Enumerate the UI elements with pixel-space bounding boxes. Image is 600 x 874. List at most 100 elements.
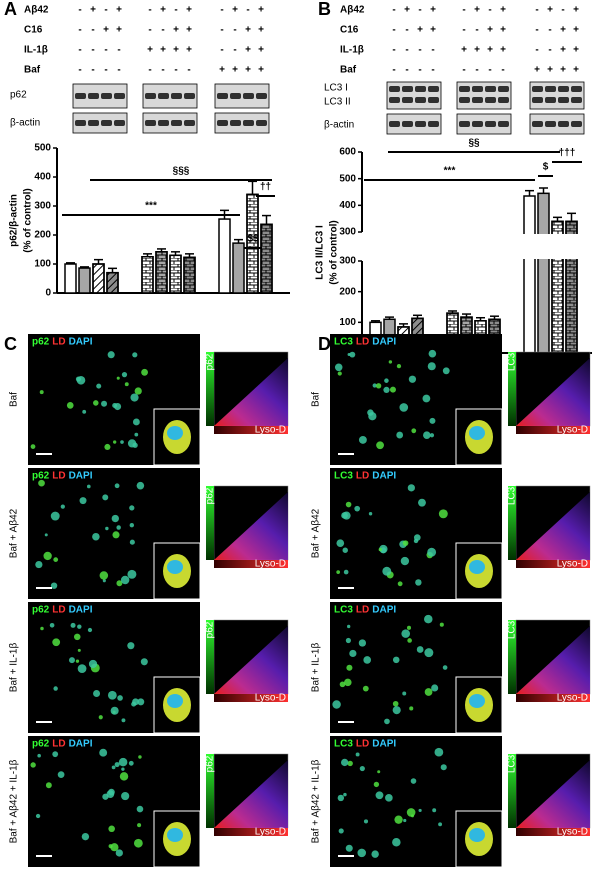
row-label: Baf + Aβ42	[9, 508, 20, 558]
cell	[136, 805, 144, 813]
cell	[342, 547, 348, 553]
cell	[116, 580, 123, 587]
blot-band	[145, 93, 156, 99]
y-axis-label: (% of control)	[23, 188, 34, 252]
cell	[117, 695, 123, 701]
stain-label: LD	[356, 739, 369, 750]
cell	[431, 684, 439, 692]
plot-x-label: Lyso-D	[557, 425, 588, 436]
plot-x-label: Lyso-D	[255, 559, 286, 570]
y-channel-bar	[508, 620, 516, 694]
cell	[68, 657, 75, 664]
stain-label: LD	[356, 605, 369, 616]
cell	[121, 372, 128, 378]
cell	[102, 494, 109, 501]
cell	[50, 511, 60, 521]
cell	[442, 367, 450, 375]
condition-mark: +	[245, 25, 251, 36]
cell	[379, 544, 388, 554]
condition-mark: +	[186, 5, 192, 16]
condition-label: Baf	[24, 65, 41, 76]
condition-mark: -	[392, 25, 395, 36]
bar	[64, 263, 77, 294]
condition-mark: +	[474, 5, 480, 16]
scale-bar	[36, 721, 52, 723]
condition-mark: -	[475, 25, 478, 36]
condition-mark: +	[487, 25, 493, 36]
blot-band	[532, 121, 543, 127]
condition-mark: +	[160, 5, 166, 16]
cell	[389, 386, 396, 393]
cell	[373, 781, 380, 788]
condition-mark: +	[404, 5, 410, 16]
stain-label: DAPI	[69, 337, 93, 348]
cell	[93, 690, 101, 698]
panel-label: D	[318, 334, 331, 354]
stain-label: p62	[32, 739, 50, 750]
scatter-cloud	[516, 760, 590, 828]
stain-label: DAPI	[69, 605, 93, 616]
blot-band	[389, 86, 400, 92]
cell	[418, 498, 426, 507]
plot-x-label: Lyso-D	[557, 693, 588, 704]
condition-mark: -	[392, 65, 395, 76]
condition-mark: +	[258, 5, 264, 16]
significance-label: ††	[260, 182, 271, 193]
stain-label: LD	[52, 739, 65, 750]
cell	[130, 393, 139, 402]
cell	[81, 832, 90, 841]
y-tick-label: 300	[339, 227, 356, 238]
cell	[397, 581, 403, 587]
cell	[337, 794, 345, 802]
cell	[392, 700, 399, 707]
cell	[35, 813, 41, 819]
stain-label: LC3	[334, 605, 353, 616]
cell	[385, 794, 393, 802]
cell	[108, 825, 115, 833]
cell	[140, 658, 148, 666]
cell	[357, 848, 367, 858]
cell	[96, 383, 102, 389]
plot-x-label: Lyso-D	[255, 827, 286, 838]
cell	[52, 751, 59, 758]
condition-mark: +	[560, 45, 566, 56]
condition-mark: -	[418, 65, 421, 76]
cell	[79, 497, 87, 505]
bar-pattern	[106, 271, 119, 294]
cell	[35, 560, 43, 569]
cell	[343, 569, 349, 575]
cell	[43, 551, 52, 561]
inset-nucleus	[167, 828, 183, 842]
plot-x-label: Lyso-D	[255, 693, 286, 704]
condition-mark: -	[104, 45, 107, 56]
blot-band	[459, 97, 470, 103]
cell	[30, 762, 36, 768]
blot-band	[532, 97, 543, 103]
scatter-cloud	[214, 358, 288, 426]
condition-label: C16	[340, 25, 359, 36]
cell	[424, 614, 433, 624]
cell	[424, 688, 433, 696]
condition-mark: +	[116, 25, 122, 36]
y-channel-bar	[508, 754, 516, 828]
y-channel-bar	[508, 352, 516, 426]
cell	[411, 428, 417, 434]
blot-band	[75, 120, 86, 126]
inset-nucleus	[469, 694, 485, 708]
cell	[392, 656, 400, 664]
inset-nucleus	[167, 560, 183, 574]
y-channel-bar	[206, 754, 214, 828]
condition-mark: -	[148, 25, 151, 36]
cell	[336, 539, 345, 548]
cell	[99, 748, 108, 757]
significance-label: ***	[145, 201, 157, 212]
cell	[57, 771, 65, 779]
condition-mark: +	[90, 5, 96, 16]
cell	[406, 625, 412, 630]
cell	[104, 443, 111, 451]
condition-mark: +	[232, 5, 238, 16]
plot-x-label: Lyso-D	[255, 425, 286, 436]
cell	[77, 664, 87, 673]
condition-mark: +	[500, 5, 506, 16]
cell	[38, 479, 45, 487]
